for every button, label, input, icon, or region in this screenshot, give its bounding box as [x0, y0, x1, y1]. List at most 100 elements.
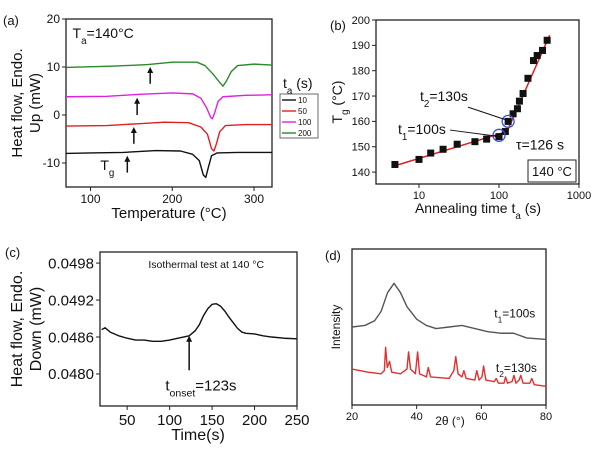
data-point [471, 138, 479, 146]
temperature-box [527, 159, 577, 183]
text-segment: T [329, 114, 345, 123]
temperature-box-label: 140 °C [532, 164, 572, 179]
data-point [513, 105, 521, 113]
subscript: a [81, 36, 87, 47]
data-point [391, 160, 399, 168]
panel-label: (b) [330, 18, 346, 33]
data-point [515, 97, 523, 105]
text-segment: T [73, 25, 82, 41]
subscript: a [287, 86, 293, 97]
annotation: Tg [100, 157, 114, 179]
panel-label: (d) [325, 248, 341, 263]
data-point [439, 145, 447, 153]
data-point [524, 74, 532, 82]
data-point [495, 133, 503, 141]
subscript: a [515, 211, 521, 222]
data-point [539, 46, 547, 54]
subscript: 1 [402, 132, 407, 143]
legend-label: 100 [298, 118, 312, 127]
arrow-head-icon [134, 97, 141, 104]
annotation-arrow-head-icon [494, 134, 498, 138]
subscript: 2 [424, 99, 429, 110]
annotation: Ta=140°C [73, 25, 134, 47]
y-tick-label: 160 [352, 116, 370, 128]
series-line-t2130s [351, 346, 547, 387]
annotation-arrow [467, 106, 507, 121]
series-line-t1100s [351, 282, 547, 341]
text-segment: =100s [407, 121, 446, 137]
text-segment: Temperature (°C) [111, 205, 226, 222]
series-line-100 [65, 92, 273, 120]
text-segment: t [283, 75, 287, 91]
annotation: t1=100s [494, 307, 535, 325]
x-tick-label: 200 [242, 412, 267, 429]
data-point [519, 90, 527, 98]
arrow-head-icon [147, 67, 154, 73]
series-line-200 [65, 61, 273, 87]
panel-b: (b) 10 100 1000 140 150 160 170 180 190 200 Anneali… [329, 15, 591, 222]
plot-frame [65, 18, 273, 188]
subscript: g [109, 168, 114, 179]
data-point [453, 140, 461, 148]
y-tick-label: 0.0498 [48, 255, 94, 272]
subscript: 1 [498, 315, 503, 325]
annotation: Isothermal test at 140 °C [148, 259, 264, 271]
text-segment: 2θ (°) [435, 414, 464, 428]
text-segment: T [100, 157, 109, 173]
data-point [415, 155, 423, 163]
series-line-50 [65, 121, 272, 152]
annotation: t1=100s [398, 121, 446, 143]
y-axis-label: Heat flow, Endo. [9, 48, 26, 157]
data-point [543, 36, 551, 44]
panel-label: (a) [3, 13, 19, 28]
x-axis-label: 2θ (°) [435, 414, 464, 428]
text-segment: τ=126 s [516, 136, 564, 152]
text-segment: Isothermal test at 140 °C [148, 259, 264, 271]
x-tick-label: 80 [540, 411, 552, 423]
data-point [427, 149, 435, 157]
y-tick-label: 180 [352, 66, 370, 78]
text-segment: (s) [521, 200, 541, 216]
text-segment: =123s [195, 378, 236, 395]
y-axis-label: Up (mW) [27, 73, 44, 133]
panel-a: (a) 100 200 300 -10 0 10 20 Temperature (°C) Heat… [3, 12, 319, 222]
plot-frame [375, 19, 580, 185]
text-segment: Intensity [329, 305, 343, 350]
data-point [504, 117, 512, 125]
y-tick-label: -10 [43, 156, 61, 170]
annotation-arrow [449, 129, 497, 137]
legend-label: 10 [298, 96, 307, 105]
x-tick-label: 100 [490, 190, 508, 202]
y-tick-label: 0 [53, 108, 60, 122]
annotation: t2=130s [420, 88, 468, 110]
text-segment: =130s [504, 361, 537, 375]
arrow-head-icon [186, 335, 193, 342]
x-tick-label: 20 [346, 411, 358, 423]
legend-box [279, 93, 319, 139]
annotation: tonset=123s [165, 378, 236, 400]
y-tick-label: 200 [352, 15, 370, 27]
x-axis-label: Time(s) [171, 427, 225, 444]
x-tick-label: 250 [284, 412, 309, 429]
x-tick-label: 50 [119, 412, 136, 429]
data-point [509, 110, 517, 118]
highlight-circle [501, 114, 515, 129]
text-segment: Annealing time t [415, 200, 516, 216]
data-point [483, 135, 491, 143]
legend-label: 50 [298, 107, 307, 116]
series-line-10 [65, 149, 272, 179]
y-axis-label: Intensity [329, 305, 343, 350]
y-axis-label: Down (mW) [28, 287, 45, 371]
annotation: τ=126 s [516, 136, 564, 152]
y-tick-label: 0.0480 [48, 366, 94, 383]
data-point [533, 51, 541, 59]
legend-title: ta (s) [283, 75, 313, 97]
text-segment: =130s [429, 88, 468, 104]
text-segment: =100s [502, 307, 535, 321]
x-axis-label: Annealing time ta (s) [415, 200, 541, 222]
y-tick-label: 0.0492 [48, 292, 94, 309]
y-tick-label: 20 [47, 12, 61, 26]
text-segment: t [496, 361, 500, 375]
subscript: onset [170, 388, 196, 400]
